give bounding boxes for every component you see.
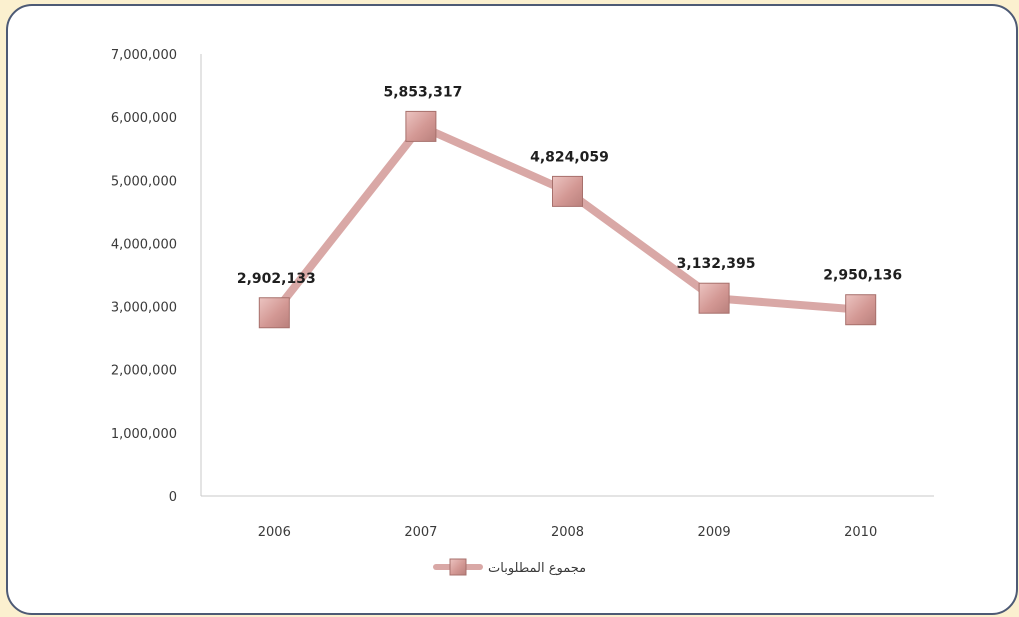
line-chart: 0 1,000,000 2,000,000 3,000,000 4,000,000 5,0… [111,48,934,576]
y-tick-label: 1,000,000 [111,427,177,442]
data-point-marker [552,175,583,207]
data-point-marker [698,282,730,314]
y-tick-label: 5,000,000 [111,174,177,189]
data-label: 2,950,136 [823,268,902,284]
y-tick-label: 2,000,000 [111,364,177,379]
legend-label: مجموع المطلوبات [488,561,586,576]
y-tick-label: 3,000,000 [111,301,177,316]
x-tick-label: 2007 [404,525,437,540]
legend: مجموع المطلوبات [433,558,586,576]
y-axis-ticks: 0 1,000,000 2,000,000 3,000,000 4,000,000 5,0… [111,48,177,505]
data-label: 2,902,133 [237,271,316,287]
data-point-marker [405,110,437,142]
x-tick-label: 2009 [698,525,731,540]
data-point-marker [258,297,290,329]
axes [200,54,934,497]
data-label: 5,853,317 [383,84,462,100]
series-group: 2,902,133 5,853,317 4,824,059 3,132,395 2,95… [237,84,902,329]
data-label: 3,132,395 [677,256,756,272]
y-tick-label: 6,000,000 [111,111,177,126]
y-tick-label: 4,000,000 [111,237,177,252]
x-tick-label: 2010 [844,525,877,540]
legend-marker [449,558,467,576]
data-point-marker [845,294,877,326]
x-tick-label: 2006 [258,525,291,540]
y-tick-label: 7,000,000 [111,48,177,63]
chart-frame: 0 1,000,000 2,000,000 3,000,000 4,000,000 5,0… [6,4,1018,615]
data-label: 4,824,059 [530,149,609,165]
y-tick-label: 0 [169,490,177,505]
x-axis-ticks: 2006 2007 2008 2009 2010 [258,525,877,540]
x-tick-label: 2008 [551,525,584,540]
